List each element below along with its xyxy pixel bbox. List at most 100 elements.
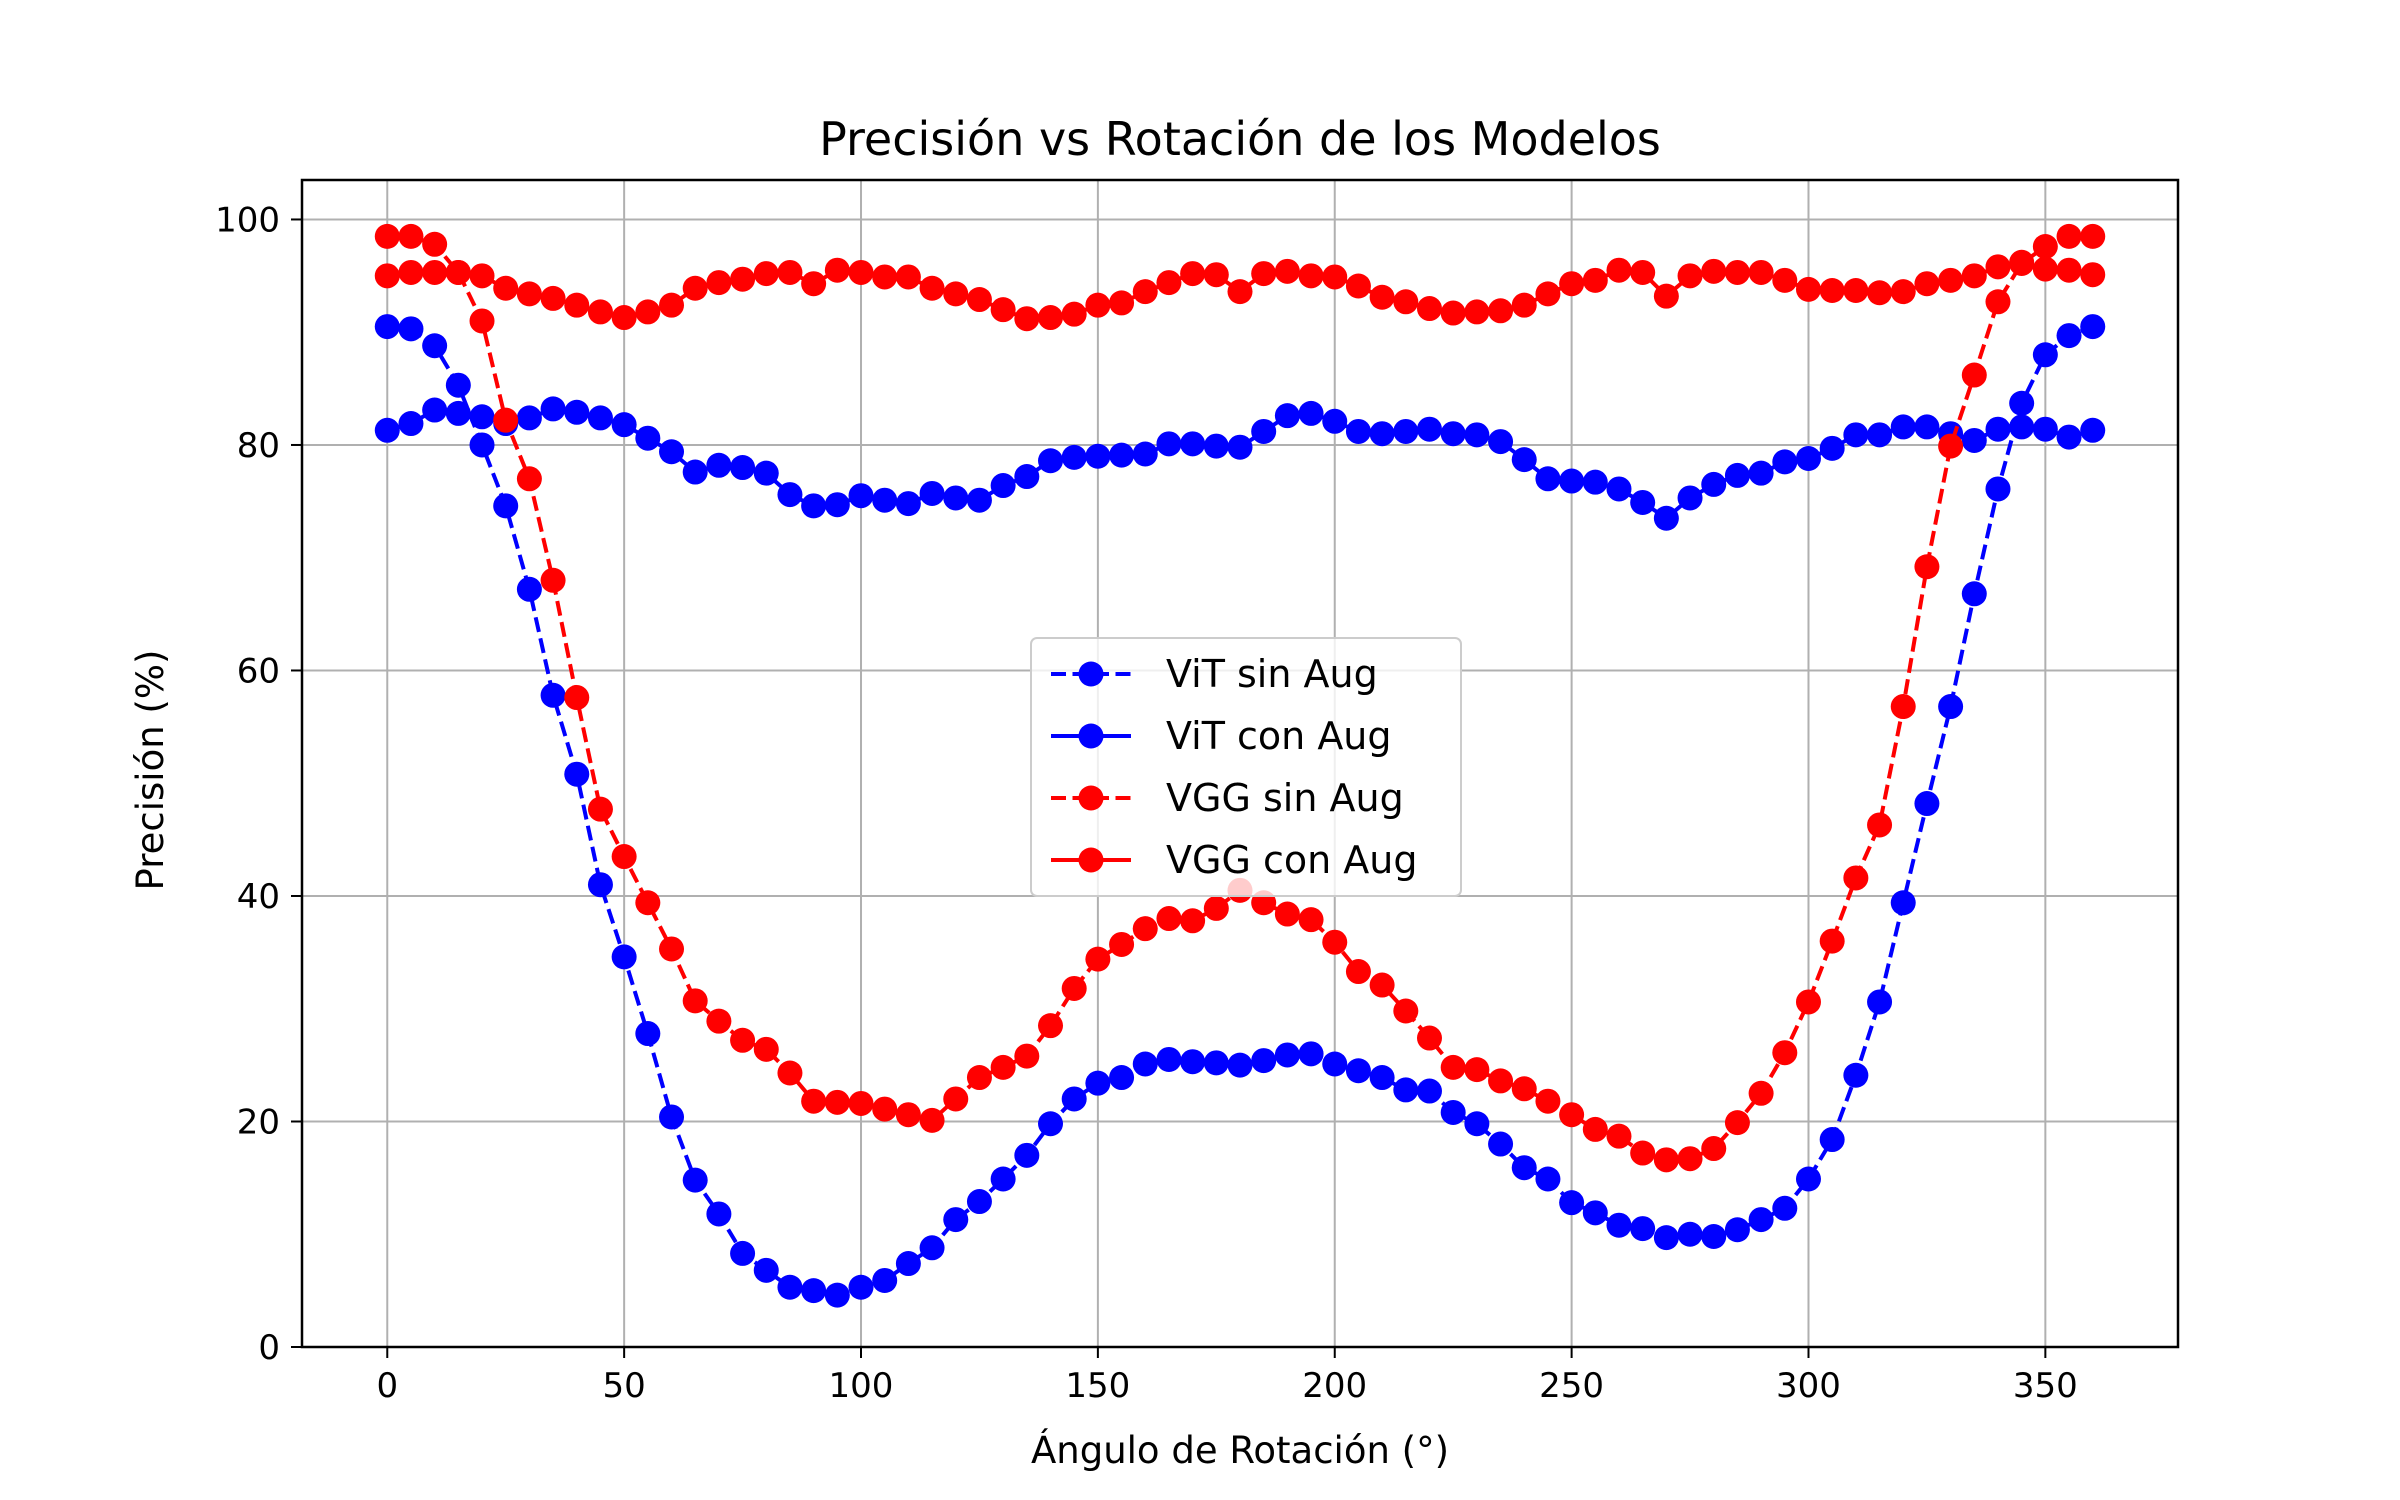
data-point-vit-sin-aug <box>1938 694 1964 720</box>
data-point-vit-sin-aug <box>2056 323 2082 349</box>
data-point-vgg-sin-aug <box>1156 906 1182 932</box>
data-point-vgg-sin-aug <box>753 1036 779 1062</box>
data-point-vgg-con-aug <box>564 292 590 318</box>
data-point-vgg-sin-aug <box>1298 907 1324 933</box>
data-point-vit-con-aug <box>1914 414 1940 440</box>
data-point-vgg-con-aug <box>1180 261 1206 287</box>
data-point-vit-sin-aug <box>2032 342 2058 368</box>
data-point-vgg-con-aug <box>730 266 756 292</box>
data-point-vit-con-aug <box>706 452 732 478</box>
data-point-vit-con-aug <box>919 480 945 506</box>
data-point-vgg-sin-aug <box>2032 234 2058 260</box>
data-point-vgg-con-aug <box>2056 257 2082 283</box>
data-point-vit-con-aug <box>824 492 850 518</box>
legend-entry-vgg-con-aug: VGG con Aug <box>1051 838 1417 882</box>
data-point-vit-sin-aug <box>516 576 542 602</box>
data-point-vit-sin-aug <box>2009 390 2035 416</box>
data-point-vgg-sin-aug <box>919 1107 945 1133</box>
x-tick-label: 250 <box>1539 1366 1604 1406</box>
data-point-vgg-sin-aug <box>1938 433 1964 459</box>
data-point-vit-sin-aug <box>1748 1207 1774 1233</box>
data-point-vgg-con-aug <box>635 299 661 325</box>
data-point-vit-sin-aug <box>635 1021 661 1047</box>
data-point-vgg-con-aug <box>2009 249 2035 275</box>
data-point-vit-con-aug <box>1795 446 1821 471</box>
data-point-vgg-sin-aug <box>1416 1025 1442 1051</box>
legend-entry-vit-con-aug: ViT con Aug <box>1051 714 1392 758</box>
data-point-vgg-sin-aug <box>516 466 542 492</box>
data-point-vit-con-aug <box>1867 422 1893 448</box>
data-point-vgg-sin-aug <box>1630 1140 1656 1166</box>
data-point-vit-sin-aug <box>1038 1111 1064 1137</box>
data-point-vgg-con-aug <box>1440 300 1466 326</box>
data-point-vit-con-aug <box>990 473 1016 499</box>
data-point-vit-con-aug <box>1345 418 1371 444</box>
y-tick-label: 80 <box>237 426 280 466</box>
data-point-vit-sin-aug <box>1227 1052 1253 1078</box>
data-point-vgg-sin-aug <box>1322 929 1348 955</box>
data-point-vgg-sin-aug <box>1677 1146 1703 1172</box>
data-point-vit-sin-aug <box>1582 1200 1608 1226</box>
data-point-vgg-con-aug <box>1890 279 1916 305</box>
data-point-vit-con-aug <box>1985 416 2011 442</box>
data-point-vit-con-aug <box>398 411 424 437</box>
x-tick-label: 200 <box>1302 1366 1367 1406</box>
data-point-vit-con-aug <box>1843 422 1869 448</box>
data-point-vgg-con-aug <box>1606 257 1632 283</box>
data-point-vgg-sin-aug <box>374 223 400 249</box>
data-point-vgg-sin-aug <box>1345 959 1371 985</box>
data-point-vgg-con-aug <box>848 259 874 285</box>
data-point-vgg-sin-aug <box>1867 812 1893 838</box>
data-point-vgg-sin-aug <box>895 1102 921 1128</box>
data-point-vit-con-aug <box>540 396 566 422</box>
data-point-vgg-sin-aug <box>611 844 637 870</box>
legend-label: ViT sin Aug <box>1166 652 1378 696</box>
data-point-vit-sin-aug <box>1795 1166 1821 1192</box>
data-point-vgg-sin-aug <box>730 1027 756 1053</box>
data-point-vit-con-aug <box>1724 462 1750 488</box>
data-point-vit-con-aug <box>801 493 827 519</box>
data-point-vgg-sin-aug <box>659 936 685 962</box>
data-point-vit-con-aug <box>1819 435 1845 461</box>
data-point-vit-sin-aug <box>895 1251 921 1277</box>
data-point-vit-con-aug <box>587 405 613 431</box>
data-point-vgg-con-aug <box>1109 290 1135 316</box>
data-point-vgg-sin-aug <box>1535 1088 1561 1114</box>
data-point-vit-sin-aug <box>2080 314 2106 340</box>
series-vgg-sin-aug <box>374 223 2106 1173</box>
data-point-vit-con-aug <box>1322 408 1348 434</box>
data-point-vgg-sin-aug <box>1914 554 1940 580</box>
data-point-vit-sin-aug <box>966 1189 992 1215</box>
legend-entry-vit-sin-aug: ViT sin Aug <box>1051 652 1378 696</box>
data-point-vit-sin-aug <box>1440 1099 1466 1125</box>
data-point-vit-con-aug <box>1440 421 1466 447</box>
data-point-vit-con-aug <box>635 425 661 451</box>
data-point-vit-con-aug <box>966 487 992 513</box>
data-point-vgg-con-aug <box>1724 259 1750 285</box>
data-point-vit-sin-aug <box>611 944 637 970</box>
data-point-vgg-con-aug <box>1345 273 1371 299</box>
data-point-vgg-sin-aug <box>1606 1123 1632 1149</box>
data-point-vit-sin-aug <box>872 1267 898 1293</box>
data-point-vit-sin-aug <box>1416 1078 1442 1104</box>
data-point-vgg-con-aug <box>540 285 566 311</box>
data-point-vit-sin-aug <box>1085 1070 1111 1096</box>
data-point-vit-con-aug <box>1535 466 1561 492</box>
data-point-vgg-sin-aug <box>1014 1043 1040 1069</box>
legend-label: ViT con Aug <box>1166 714 1392 758</box>
data-point-vit-sin-aug <box>564 761 590 787</box>
chart-title: Precisión vs Rotación de los Modelos <box>819 112 1661 166</box>
data-point-vgg-sin-aug <box>1890 694 1916 720</box>
data-point-vit-con-aug <box>659 439 685 465</box>
data-point-vgg-con-aug <box>611 305 637 331</box>
data-point-vit-con-aug <box>1109 442 1135 468</box>
data-point-vgg-con-aug <box>2032 256 2058 282</box>
data-point-vgg-con-aug <box>1203 262 1229 288</box>
data-point-vit-con-aug <box>1772 449 1798 475</box>
data-point-vgg-sin-aug <box>1795 989 1821 1015</box>
data-point-vgg-con-aug <box>374 263 400 289</box>
data-point-vit-con-aug <box>469 404 495 430</box>
data-point-vit-con-aug <box>682 459 708 485</box>
data-point-vit-sin-aug <box>1132 1051 1158 1077</box>
data-point-vit-con-aug <box>611 412 637 438</box>
